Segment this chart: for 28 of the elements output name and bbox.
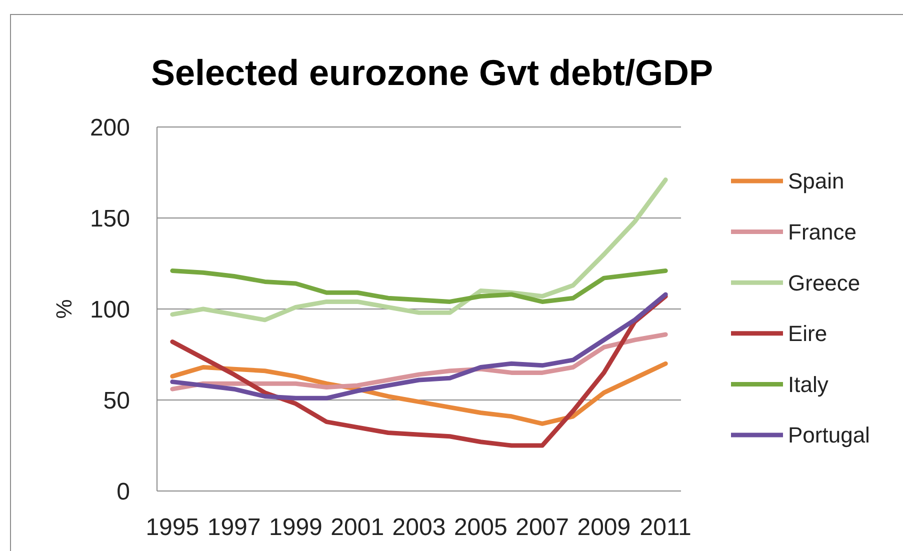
legend-label: Spain: [788, 168, 844, 194]
line-series: [170, 268, 668, 304]
x-tick-label: 1995: [146, 514, 200, 541]
x-tick-label: 2005: [454, 514, 508, 541]
y-tick-label: 100: [90, 296, 130, 324]
legend-label: Greece: [788, 270, 860, 296]
x-tick-label: 2003: [392, 514, 446, 541]
y-tick-label: 0: [116, 478, 130, 506]
x-tick-label: 2011: [640, 514, 692, 541]
line-series: [170, 178, 668, 322]
y-axis-title: %: [52, 299, 77, 319]
x-tick-label: 1999: [269, 514, 322, 541]
legend-label: France: [788, 220, 856, 244]
x-tick-label: 2001: [330, 514, 384, 541]
y-tick-label: 200: [90, 114, 130, 142]
x-tick-label: 1997: [207, 514, 261, 541]
x-tick-label: 2007: [516, 514, 569, 541]
chart-title: Selected eurozone Gvt debt/GDP: [150, 52, 714, 93]
line-series: [170, 361, 668, 426]
line-series: [170, 294, 668, 448]
y-tick-label: 50: [103, 387, 130, 414]
y-tick-label: 150: [90, 205, 130, 232]
legend-label: Italy: [788, 372, 828, 397]
line-series: [170, 292, 668, 400]
line-series: [170, 332, 668, 392]
x-tick-label: 2009: [577, 514, 631, 541]
legend-label: Portugal: [788, 422, 870, 448]
legend-label: Eire: [788, 321, 828, 346]
